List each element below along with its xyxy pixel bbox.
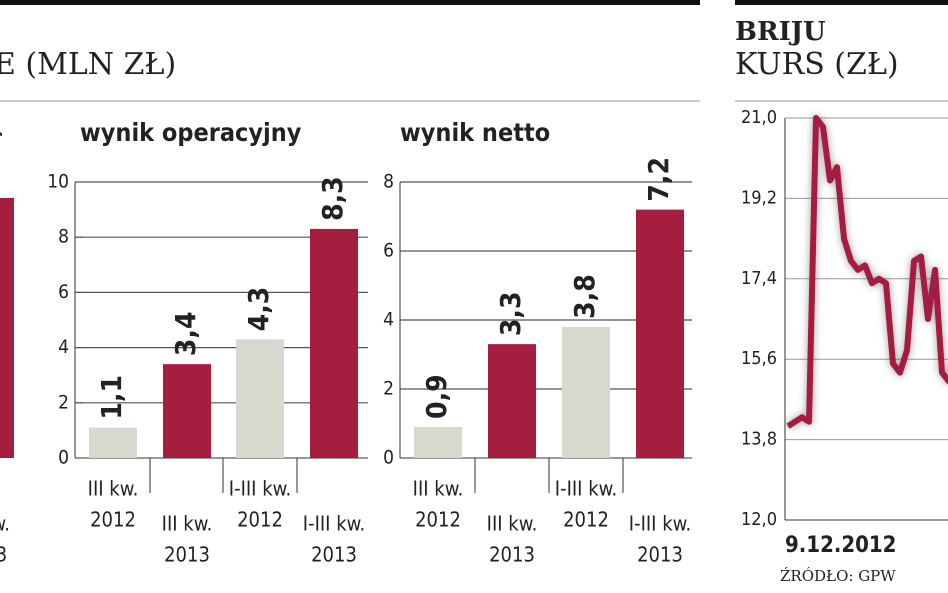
y-tick-label: 4 [383, 309, 394, 331]
y-tick-label: 12,0 [741, 509, 777, 530]
y-tick-label: 10 [47, 171, 69, 193]
y-tick-label: 6 [58, 281, 69, 303]
value-label: 1,1 [95, 375, 128, 420]
bar [414, 426, 462, 458]
chart-title: BRIJU [735, 17, 826, 47]
x-tick-label: III kw. [162, 512, 213, 536]
bar [163, 364, 211, 458]
bar [0, 197, 14, 458]
x-tick-label: 2013 [637, 543, 683, 567]
y-tick-label: 0 [58, 447, 69, 469]
y-tick-label: 4 [58, 336, 69, 358]
x-tick-label: I-III kw. [303, 512, 365, 536]
x-tick-label: I-III kw. [229, 477, 291, 501]
bar [89, 427, 137, 458]
x-tick-label: III kw. [413, 477, 464, 501]
x-tick-label: 2012 [237, 508, 283, 532]
section-title: E (MLN ZŁ) [0, 47, 176, 82]
value-label: 3,4 [169, 312, 202, 357]
y-tick-label: 2 [383, 378, 394, 400]
x-tick-label: 2012 [415, 508, 461, 532]
x-tick-label: 2013 [489, 543, 535, 567]
chart-subtitle: KURS (ZŁ) [735, 47, 899, 82]
y-tick-label: 2 [58, 391, 69, 413]
value-label: 3,3 [494, 292, 527, 337]
x-tick-label: 2012 [563, 508, 609, 532]
x-tick-label: I-III kw. [555, 477, 617, 501]
bar [488, 344, 536, 458]
chart-title: wynik operacyjny [80, 118, 302, 147]
value-label: 0,9 [420, 374, 453, 419]
price-line [786, 115, 948, 429]
x-tick-label: I kw. [0, 512, 10, 536]
y-tick-label: 15,6 [741, 348, 777, 369]
y-tick-label: 0 [383, 447, 394, 469]
bar [310, 228, 358, 458]
x-tick-label: III kw. [88, 477, 139, 501]
source: ŹRÓDŁO: GPW [780, 567, 896, 585]
value-label: 8,3 [316, 176, 349, 221]
value-label: 233,9 [0, 110, 5, 190]
bar [236, 339, 284, 458]
x-tick-label: I-III kw. [629, 512, 691, 536]
x-tick-label: 2013 [164, 543, 210, 567]
y-tick-label: 6 [383, 240, 394, 262]
y-tick-label: 19,2 [741, 187, 777, 208]
y-tick-label: 21,0 [741, 107, 777, 128]
value-label: 4,3 [242, 287, 275, 332]
top-rule [0, 0, 700, 5]
y-tick-label: 8 [383, 171, 394, 193]
y-tick-label: 17,4 [741, 268, 777, 289]
x-tick-label: 013 [0, 543, 7, 567]
x-tick-label: III kw. [487, 512, 538, 536]
bar [636, 209, 684, 458]
top-rule [735, 0, 948, 5]
y-tick-label: 8 [58, 226, 69, 248]
x-tick-label: 2012 [90, 508, 136, 532]
bar [562, 326, 610, 458]
x-tick-label: 2013 [311, 543, 357, 567]
chart-title: wynik netto [400, 118, 550, 147]
value-label: 7,2 [642, 157, 675, 202]
x-start-label: 9.12.2012 [785, 533, 896, 558]
y-tick-label: 13,8 [741, 429, 777, 450]
value-label: 3,8 [568, 274, 601, 319]
